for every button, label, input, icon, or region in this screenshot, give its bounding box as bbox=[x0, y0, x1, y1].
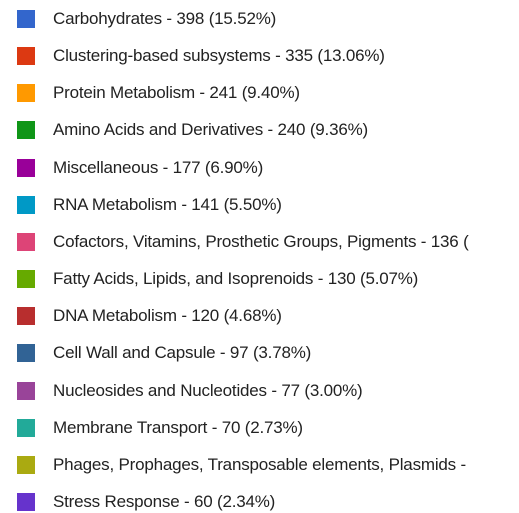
legend-label: Membrane Transport - 70 (2.73%) bbox=[53, 417, 303, 437]
legend-swatch bbox=[17, 158, 35, 177]
legend-label: Clustering-based subsystems - 335 (13.06… bbox=[53, 46, 385, 66]
legend-label: Stress Response - 60 (2.34%) bbox=[53, 491, 276, 511]
legend-item: Cofactors, Vitamins, Prosthetic Groups, … bbox=[0, 224, 519, 261]
legend-item: DNA Metabolism - 120 (4.68%) bbox=[0, 298, 519, 335]
legend-swatch bbox=[17, 47, 35, 66]
legend-swatch bbox=[17, 418, 35, 437]
legend-swatch bbox=[17, 492, 35, 511]
legend-swatch bbox=[17, 84, 35, 103]
legend-item: Nucleosides and Nucleotides - 77 (3.00%) bbox=[0, 373, 519, 410]
legend-item: Protein Metabolism - 241 (9.40%) bbox=[0, 75, 519, 112]
legend-label: Carbohydrates - 398 (15.52%) bbox=[53, 9, 277, 28]
legend-item: Stress Response - 60 (2.34%) bbox=[0, 484, 519, 513]
legend-item: Amino Acids and Derivatives - 240 (9.36%… bbox=[0, 112, 519, 149]
legend-label: Fatty Acids, Lipids, and Isoprenoids - 1… bbox=[53, 269, 419, 289]
legend-item: Carbohydrates - 398 (15.52%) bbox=[0, 1, 519, 38]
legend-swatch bbox=[17, 121, 35, 140]
legend-label: RNA Metabolism - 141 (5.50%) bbox=[53, 194, 282, 214]
legend-item: Fatty Acids, Lipids, and Isoprenoids - 1… bbox=[0, 261, 519, 298]
legend-label: Cell Wall and Capsule - 97 (3.78%) bbox=[53, 343, 312, 363]
legend-label: DNA Metabolism - 120 (4.68%) bbox=[53, 306, 282, 326]
legend-label: Protein Metabolism - 241 (9.40%) bbox=[53, 83, 300, 103]
legend-swatch bbox=[17, 195, 35, 214]
legend-swatch bbox=[17, 344, 35, 363]
legend-item: Clustering-based subsystems - 335 (13.06… bbox=[0, 38, 519, 75]
legend-label: Amino Acids and Derivatives - 240 (9.36%… bbox=[53, 120, 368, 140]
legend-label: Cofactors, Vitamins, Prosthetic Groups, … bbox=[53, 231, 469, 251]
legend-item: RNA Metabolism - 141 (5.50%) bbox=[0, 187, 519, 224]
legend-item: Cell Wall and Capsule - 97 (3.78%) bbox=[0, 335, 519, 372]
legend-swatch bbox=[17, 10, 35, 28]
legend-label: Miscellaneous - 177 (6.90%) bbox=[53, 157, 264, 177]
legend-swatch bbox=[17, 307, 35, 326]
legend-swatch bbox=[17, 232, 35, 251]
legend-swatch bbox=[17, 381, 35, 400]
legend-swatch bbox=[17, 270, 35, 289]
legend-label: Phages, Prophages, Transposable elements… bbox=[53, 454, 466, 474]
legend-item: Membrane Transport - 70 (2.73%) bbox=[0, 410, 519, 447]
legend-item: Phages, Prophages, Transposable elements… bbox=[0, 447, 519, 484]
legend-swatch bbox=[17, 455, 35, 474]
legend-item: Miscellaneous - 177 (6.90%) bbox=[0, 150, 519, 187]
legend-label: Nucleosides and Nucleotides - 77 (3.00%) bbox=[53, 380, 363, 400]
